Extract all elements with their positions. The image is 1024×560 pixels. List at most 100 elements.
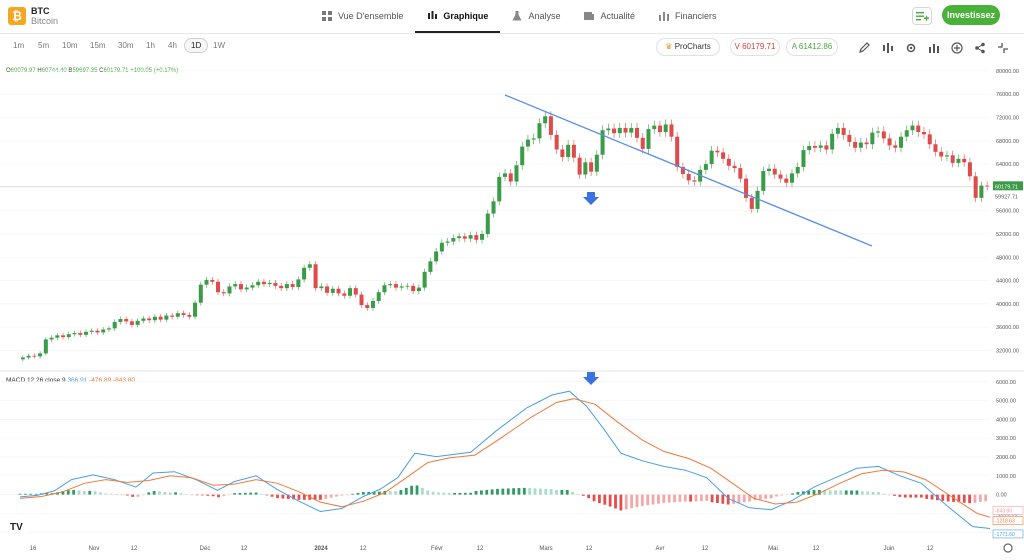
- candle-body: [600, 130, 605, 155]
- macd-value-badge: [992, 506, 1024, 515]
- candle-body: [818, 145, 823, 148]
- time-tick-label: Juin: [883, 546, 894, 552]
- candle-body: [520, 146, 525, 166]
- invest-button[interactable]: Investissez: [942, 5, 1000, 25]
- price-tick-label: 56000.00: [996, 209, 1019, 215]
- histogram-bar: [603, 494, 607, 505]
- price-tick-label: 68000.00: [996, 139, 1019, 145]
- candle-body: [216, 281, 221, 293]
- histogram-bar: [748, 494, 752, 502]
- candle-body: [864, 142, 869, 145]
- macd-tick-label: 0.00: [996, 493, 1007, 499]
- signal-value: -476.89: [89, 377, 112, 384]
- tab-analysis[interactable]: Analyse: [500, 0, 572, 32]
- candle-body: [348, 288, 353, 296]
- histogram-bar: [131, 494, 135, 497]
- buy-price-button[interactable]: A 61412.86: [786, 38, 838, 56]
- histogram-bar: [673, 494, 676, 503]
- macd-tick-label: 5000.00: [996, 399, 1016, 405]
- candle-body: [227, 286, 232, 294]
- histogram-bar: [265, 494, 269, 496]
- timeframe-1h[interactable]: 1h: [146, 41, 155, 50]
- time-tick-label: 12: [927, 546, 934, 552]
- indicators-icon[interactable]: [882, 42, 894, 54]
- histogram-bar: [657, 494, 660, 504]
- candle-body: [680, 166, 685, 174]
- share-icon[interactable]: [974, 42, 986, 54]
- histogram-bar: [217, 494, 220, 498]
- gear-icon[interactable]: [905, 42, 917, 54]
- candle-body: [393, 284, 398, 288]
- histogram-bar: [201, 494, 204, 496]
- macd-axis: 6000.00 5000.00 4000.00 3000.00 2000.00 1000.…: [992, 380, 1024, 539]
- histogram-bar: [909, 494, 912, 498]
- price-tick-label: 36000.00: [996, 325, 1019, 331]
- candle-body: [416, 287, 421, 292]
- candle-body: [376, 292, 381, 301]
- histogram-bar: [834, 490, 837, 495]
- histogram-bar: [667, 494, 671, 503]
- histogram-bar: [973, 494, 977, 503]
- histogram-bar: [34, 493, 38, 495]
- timeframe-30m[interactable]: 30m: [118, 41, 134, 50]
- timeframe-1d[interactable]: 1D: [184, 38, 209, 53]
- histogram-bar: [807, 490, 811, 495]
- chart-type-icon[interactable]: [928, 42, 940, 54]
- price-tick-label: 52000.00: [996, 232, 1019, 238]
- tab-financials[interactable]: Financiers: [647, 0, 729, 32]
- candle-body: [32, 355, 37, 357]
- asset-symbol: BTC: [31, 6, 50, 16]
- candle-body: [250, 285, 255, 288]
- timeframe-1w[interactable]: 1W: [213, 41, 225, 50]
- procharts-button[interactable]: ♛ ProCharts: [656, 38, 720, 56]
- histogram-bar: [560, 489, 564, 495]
- histogram-bar: [195, 494, 199, 496]
- draw-icon[interactable]: [858, 42, 870, 54]
- candle-body: [181, 313, 186, 315]
- tab-financials-label: Financiers: [675, 11, 717, 21]
- candle-body: [916, 125, 921, 133]
- candle-body: [767, 168, 772, 172]
- candle-body: [784, 178, 789, 183]
- timeframe-5m[interactable]: 5m: [38, 41, 50, 50]
- candle-body: [359, 294, 364, 306]
- histogram-bar: [501, 488, 505, 495]
- candle-body: [89, 330, 94, 332]
- histogram-bar: [640, 494, 644, 506]
- histogram-bar: [496, 488, 499, 495]
- histogram-bar: [378, 491, 381, 495]
- candle-body: [933, 144, 938, 152]
- histogram-bar: [426, 490, 430, 495]
- time-tick-label: 12: [813, 546, 820, 552]
- histogram-bar: [893, 494, 896, 496]
- timeframe-1m[interactable]: 1m: [13, 41, 25, 50]
- time-tick-label: Avr: [656, 546, 665, 552]
- histogram-bar: [775, 494, 778, 497]
- tab-news[interactable]: Actualité: [572, 0, 647, 32]
- candle-body: [583, 162, 588, 175]
- watchlist-add-button[interactable]: [912, 7, 932, 25]
- histogram-bar: [490, 489, 494, 495]
- histogram-bar: [587, 494, 591, 499]
- timeframe-4h[interactable]: 4h: [168, 41, 177, 50]
- tab-overview[interactable]: Vue D'ensemble: [310, 0, 415, 32]
- candle-body: [439, 242, 444, 252]
- histogram-value: -843.80: [113, 377, 136, 384]
- histogram-bar: [324, 494, 328, 499]
- macd-histogram: [18, 485, 988, 511]
- histogram-bar: [23, 493, 27, 495]
- candle-body: [468, 235, 473, 239]
- price-tick-label: 32000.00: [996, 349, 1019, 355]
- timeframe-10m[interactable]: 10m: [62, 41, 78, 50]
- histogram-bar: [249, 492, 253, 495]
- sell-price-button[interactable]: V 60179.71: [730, 38, 780, 56]
- add-circle-icon[interactable]: [951, 42, 963, 54]
- timeframe-15m[interactable]: 15m: [90, 41, 106, 50]
- histogram-bar: [313, 494, 317, 500]
- candle-body: [233, 284, 238, 287]
- tab-chart[interactable]: Graphique: [415, 0, 501, 33]
- histogram-bar: [646, 494, 650, 506]
- collapse-icon[interactable]: [997, 42, 1009, 54]
- candle-body: [939, 151, 944, 157]
- price-chart[interactable]: 80000.00 76000.00 72000.00 68000.00 64000.00…: [0, 60, 1024, 560]
